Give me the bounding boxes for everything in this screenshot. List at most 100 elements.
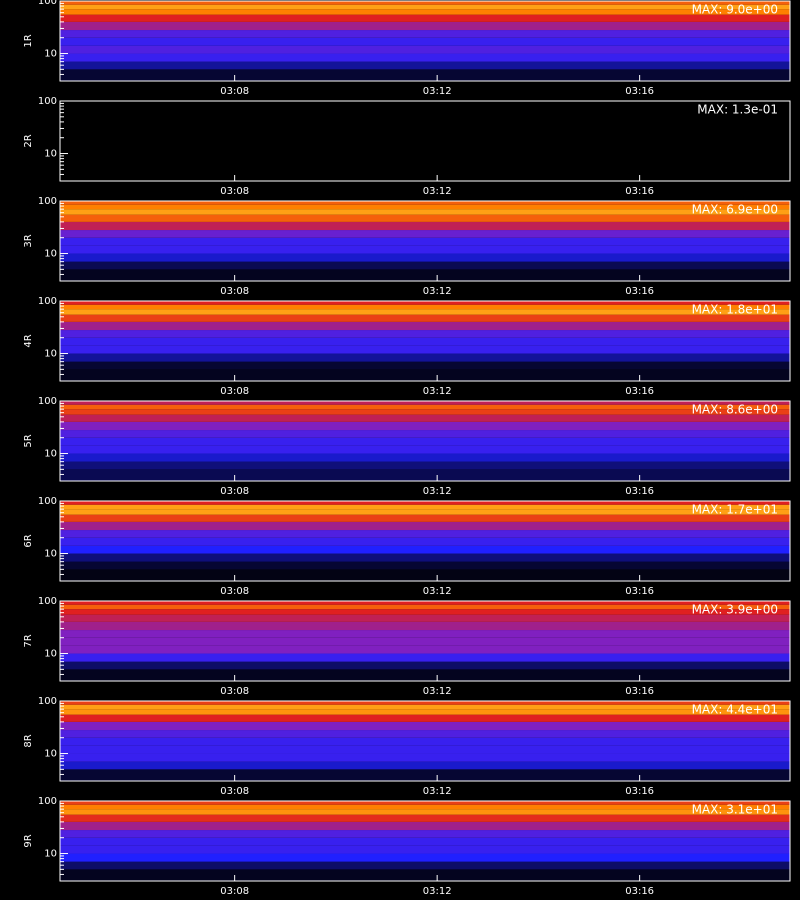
- y-tick-label: 100: [38, 496, 57, 507]
- heat-band: [60, 653, 790, 662]
- y-axis-label: 3R: [23, 234, 34, 247]
- y-tick-label: 100: [38, 396, 57, 407]
- heat-band: [60, 153, 790, 162]
- plot-frame: [59, 700, 791, 782]
- y-tick-label: 100: [38, 796, 57, 807]
- heat-band: [60, 369, 790, 381]
- heat-band: [60, 501, 790, 505]
- heat-band: [60, 301, 790, 305]
- heat-band: [60, 730, 790, 738]
- heat-band: [60, 161, 790, 170]
- y-axis-label: 9R: [23, 834, 34, 847]
- heat-band: [60, 414, 790, 422]
- heat-band: [60, 621, 790, 631]
- max-annotation: MAX: 6.9e+00: [692, 203, 778, 217]
- heat-band: [60, 237, 790, 246]
- y-tick-label: 10: [44, 749, 57, 760]
- heat-band: [60, 604, 790, 610]
- heat-band: [60, 145, 790, 154]
- heat-band: [60, 45, 790, 54]
- x-tick-label: 03:08: [220, 686, 249, 697]
- heat-band: [60, 121, 790, 131]
- heat-band: [60, 614, 790, 622]
- heat-band: [60, 130, 790, 138]
- heat-band: [60, 737, 790, 746]
- max-annotation: MAX: 3.9e+00: [692, 603, 778, 617]
- plot-frame: [59, 300, 791, 382]
- heat-band: [60, 753, 790, 762]
- plot-frame: [59, 100, 791, 182]
- heat-band: [60, 601, 790, 605]
- heat-band: [60, 253, 790, 262]
- plot-frame: [59, 800, 791, 882]
- x-tick-label: 03:08: [220, 586, 249, 597]
- heat-band: [60, 261, 790, 270]
- heat-band: [60, 421, 790, 431]
- heat-band: [60, 221, 790, 231]
- max-annotation: MAX: 9.0e+00: [692, 3, 778, 17]
- heat-band: [60, 245, 790, 254]
- y-axis-label: 7R: [23, 634, 34, 647]
- heat-band: [60, 801, 790, 805]
- plot-frame: [59, 0, 791, 82]
- x-tick-label: 03:12: [423, 786, 452, 797]
- y-tick-label: 100: [38, 296, 57, 307]
- heat-band: [60, 845, 790, 854]
- y-tick-label: 10: [44, 349, 57, 360]
- heat-band: [60, 437, 790, 446]
- y-tick-label: 100: [38, 196, 57, 207]
- heat-band: [60, 569, 790, 581]
- heat-band: [60, 809, 790, 815]
- heat-band: [60, 53, 790, 62]
- heat-band: [60, 609, 790, 615]
- max-annotation: MAX: 1.3e-01: [697, 103, 778, 117]
- x-tick-label: 03:12: [423, 586, 452, 597]
- heat-band: [60, 409, 790, 415]
- heat-band: [60, 637, 790, 646]
- heat-band: [60, 314, 790, 322]
- y-axis-label: 8R: [23, 734, 34, 747]
- x-tick-label: 03:16: [625, 786, 654, 797]
- heat-band: [60, 361, 790, 370]
- x-tick-label: 03:08: [220, 186, 249, 197]
- x-tick-label: 03:08: [220, 386, 249, 397]
- x-tick-label: 03:12: [423, 686, 452, 697]
- x-tick-label: 03:12: [423, 886, 452, 897]
- heat-band: [60, 453, 790, 462]
- heat-band: [60, 661, 790, 670]
- heat-band: [60, 169, 790, 181]
- heat-band: [60, 669, 790, 681]
- heat-band: [60, 761, 790, 770]
- heat-band: [60, 309, 790, 315]
- x-tick-label: 03:16: [625, 86, 654, 97]
- heat-band: [60, 869, 790, 881]
- heat-band: [60, 201, 790, 205]
- max-annotation: MAX: 4.4e+01: [692, 703, 778, 717]
- x-tick-label: 03:12: [423, 386, 452, 397]
- heat-band: [60, 204, 790, 210]
- heat-band: [60, 353, 790, 362]
- heat-band: [60, 830, 790, 838]
- x-tick-label: 03:08: [220, 786, 249, 797]
- heat-band: [60, 304, 790, 310]
- x-tick-label: 03:12: [423, 286, 452, 297]
- y-tick-label: 10: [44, 249, 57, 260]
- max-annotation: MAX: 3.1e+01: [692, 803, 778, 817]
- heat-band: [60, 14, 790, 22]
- y-axis-label: 4R: [23, 334, 34, 347]
- heat-band: [60, 69, 790, 81]
- y-tick-label: 10: [44, 649, 57, 660]
- x-tick-label: 03:16: [625, 686, 654, 697]
- heat-band: [60, 769, 790, 781]
- heat-band: [60, 61, 790, 70]
- y-axis-label: 2R: [23, 134, 34, 147]
- x-tick-label: 03:16: [625, 586, 654, 597]
- heat-band: [60, 853, 790, 862]
- heat-band: [60, 504, 790, 510]
- heat-band: [60, 509, 790, 515]
- x-tick-label: 03:16: [625, 186, 654, 197]
- heat-band: [60, 561, 790, 570]
- heat-band: [60, 404, 790, 410]
- x-tick-label: 03:16: [625, 486, 654, 497]
